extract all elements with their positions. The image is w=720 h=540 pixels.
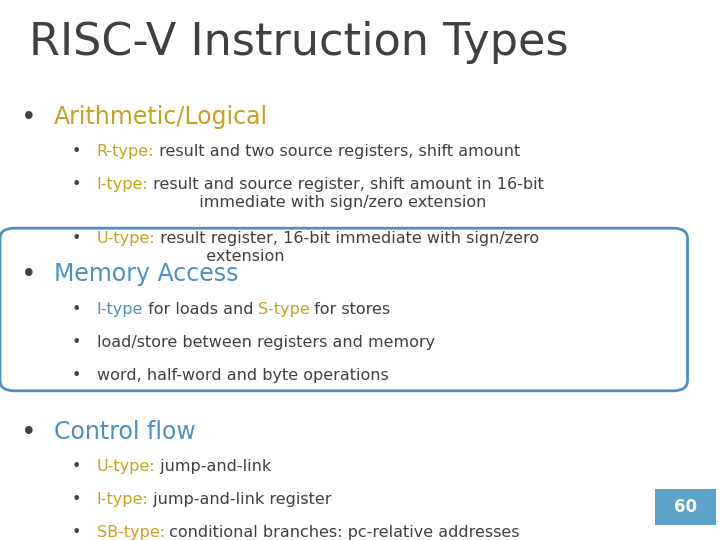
Text: •: • bbox=[71, 177, 81, 192]
Text: •: • bbox=[71, 368, 81, 383]
Text: •: • bbox=[71, 335, 81, 350]
Text: Control flow: Control flow bbox=[54, 420, 195, 444]
Text: result and two source registers, shift amount: result and two source registers, shift a… bbox=[154, 144, 520, 159]
Text: •: • bbox=[22, 105, 37, 131]
Text: for stores: for stores bbox=[310, 302, 390, 316]
Text: result register, 16-bit immediate with sign/zero
          extension: result register, 16-bit immediate with s… bbox=[155, 231, 539, 264]
Text: I-type:: I-type: bbox=[96, 492, 148, 507]
Text: Arithmetic/Logical: Arithmetic/Logical bbox=[54, 105, 268, 129]
Text: U-type:: U-type: bbox=[96, 231, 156, 246]
Text: I-type:: I-type: bbox=[96, 177, 148, 192]
Text: U-type:: U-type: bbox=[96, 459, 156, 474]
Text: SB-type:: SB-type: bbox=[96, 525, 165, 540]
Text: word, half-word and byte operations: word, half-word and byte operations bbox=[96, 368, 388, 383]
Text: •: • bbox=[71, 231, 81, 246]
Text: 60: 60 bbox=[674, 498, 697, 516]
FancyBboxPatch shape bbox=[655, 489, 716, 524]
Text: •: • bbox=[22, 262, 37, 288]
Text: •: • bbox=[71, 525, 81, 540]
Text: for loads and: for loads and bbox=[143, 302, 258, 316]
Text: R-type:: R-type: bbox=[96, 144, 154, 159]
Text: S-type: S-type bbox=[258, 302, 310, 316]
Text: I-type: I-type bbox=[96, 302, 143, 316]
Text: conditional branches: pc-relative addresses: conditional branches: pc-relative addres… bbox=[164, 525, 520, 540]
Text: •: • bbox=[71, 459, 81, 474]
Text: jump-and-link register: jump-and-link register bbox=[148, 492, 332, 507]
Text: •: • bbox=[71, 144, 81, 159]
Text: RISC-V Instruction Types: RISC-V Instruction Types bbox=[29, 21, 568, 64]
Text: jump-and-link: jump-and-link bbox=[155, 459, 271, 474]
Text: •: • bbox=[71, 302, 81, 316]
Text: result and source register, shift amount in 16-bit
          immediate with sign: result and source register, shift amount… bbox=[148, 177, 544, 210]
Text: •: • bbox=[22, 420, 37, 446]
Text: Memory Access: Memory Access bbox=[54, 262, 238, 286]
Text: load/store between registers and memory: load/store between registers and memory bbox=[96, 335, 435, 350]
Text: •: • bbox=[71, 492, 81, 507]
